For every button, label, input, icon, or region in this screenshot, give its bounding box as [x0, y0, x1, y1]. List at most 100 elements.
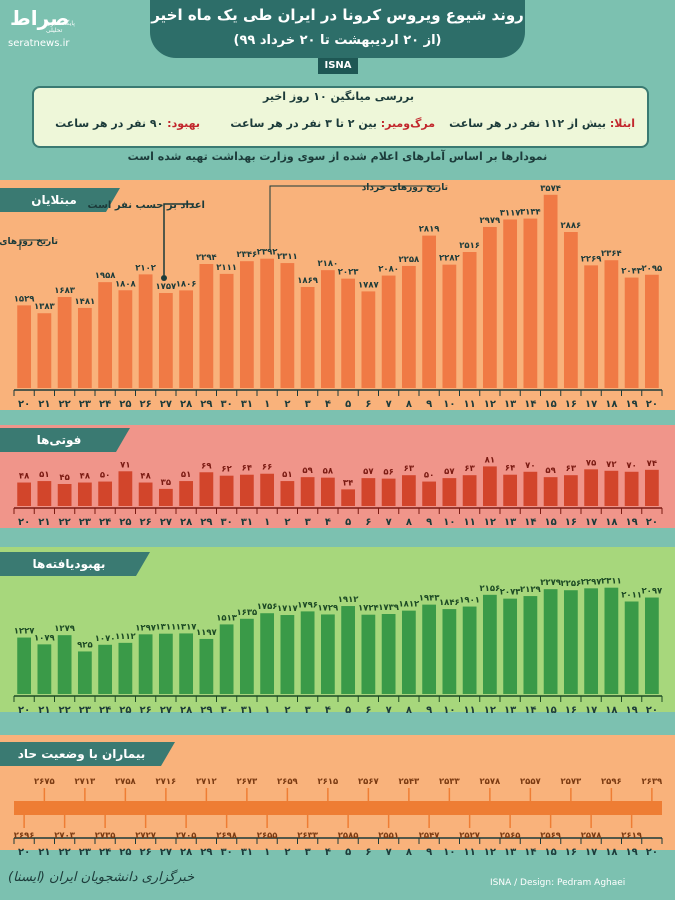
x-tick-label: ۳۰ [221, 705, 233, 716]
data-label: ۱۸۴۶ [439, 598, 460, 608]
bar [543, 477, 558, 506]
bar [624, 601, 639, 694]
bar [644, 274, 659, 388]
x-tick-label: ۲۹ [200, 399, 212, 410]
x-tick-label: ۲۵ [119, 399, 131, 410]
data-label: ۲۳۴۶ [236, 250, 257, 260]
data-label: ۲۲۶۹ [581, 254, 603, 264]
x-tick-label: ۲۷ [160, 399, 172, 410]
x-tick-label: ۴ [325, 399, 331, 410]
bar [98, 644, 113, 694]
bar [260, 613, 275, 694]
x-tick-label: ۲۲ [59, 517, 71, 528]
x-tick-label: ۲ [284, 705, 290, 716]
averages-title: بررسی میانگین ۱۰ روز اخیر [263, 90, 414, 103]
x-tick-label: ۱۲ [484, 847, 496, 858]
data-label: ۲۵۲۷ [459, 831, 481, 841]
x-tick-label: ۱۹ [626, 705, 638, 716]
data-label: ۱۵۲۹ [14, 294, 36, 304]
data-label: ۲۷۰۳ [54, 831, 76, 841]
avg-death-text: بین ۲ تا ۳ نفر در هر ساعت [230, 117, 377, 130]
data-label: ۱۸۶۹ [297, 276, 319, 286]
x-tick-label: ۲۷ [160, 847, 172, 858]
data-label: ۲۷۲۷ [135, 831, 157, 841]
data-label: ۳۵ [161, 478, 171, 488]
x-tick-label: ۵ [345, 399, 351, 410]
data-label: ۵۷ [363, 467, 374, 477]
x-tick-label: ۲۴ [99, 399, 111, 410]
bar [37, 313, 52, 388]
x-tick-label: ۳۱ [241, 847, 253, 858]
x-tick-label: ۲۲ [59, 399, 71, 410]
x-tick-label: ۱۵ [545, 399, 557, 410]
x-tick-label: ۱۸ [605, 399, 617, 410]
x-tick-label: ۱۳ [504, 705, 516, 716]
data-label: ۵۱ [282, 470, 292, 480]
bar [361, 478, 376, 506]
x-tick-label: ۱۷ [585, 705, 597, 716]
x-tick-label: ۳۰ [221, 847, 233, 858]
bar [118, 642, 133, 694]
x-tick-label: ۲۹ [200, 517, 212, 528]
data-label: ۶۳ [566, 464, 577, 474]
bar [543, 194, 558, 388]
data-label: ۶۴ [242, 464, 252, 474]
data-label: ۲۰۱۱ [621, 590, 642, 600]
x-tick-label: ۲۸ [180, 847, 192, 858]
numbers-arrow-dot [161, 275, 167, 281]
x-tick-label: ۹ [426, 399, 432, 410]
data-label: ۴۵ [59, 473, 69, 483]
bar [584, 588, 599, 694]
x-tick-label: ۳۱ [241, 399, 253, 410]
data-label: ۲۶۷۵ [34, 777, 55, 787]
bar [442, 264, 457, 388]
data-label: ۲۶۷۳ [236, 777, 258, 787]
data-label: ۶۴ [505, 464, 515, 474]
avg-recovery: بهبود: ۹۰ نفر در هر ساعت [55, 117, 200, 130]
x-tick-label: ۲۹ [200, 847, 212, 858]
bar [624, 277, 639, 388]
x-tick-label: ۱۱ [464, 399, 476, 410]
x-tick-label: ۲۳ [79, 517, 91, 528]
data-label: ۱۳۱۱ [155, 623, 176, 633]
x-tick-label: ۲۵ [119, 847, 131, 858]
source-badge: ISNA [318, 58, 358, 74]
x-tick-label: ۲ [284, 847, 290, 858]
data-label: ۲۵۴۷ [419, 831, 441, 841]
x-tick-label: ۲۳ [79, 705, 91, 716]
x-tick-label: ۸ [406, 847, 412, 858]
bar [482, 226, 497, 388]
bar [442, 609, 457, 694]
x-tick-label: ۲۱ [38, 517, 50, 528]
bar [563, 232, 578, 388]
x-tick-label: ۱۶ [565, 847, 577, 858]
data-label: ۳۱۳۴ [520, 208, 541, 218]
chart-title: فوتی‌ها [37, 433, 82, 448]
bar [462, 252, 477, 388]
chart-title: مبتلایان [31, 193, 77, 207]
data-label: ۲۰۴۳ [621, 267, 643, 277]
data-label: ۲۵۹۶ [601, 777, 622, 787]
x-tick-label: ۵ [345, 517, 351, 528]
data-label: ۲۳۱۱ [601, 577, 622, 587]
data-label: ۲۰۸۰ [378, 265, 399, 275]
x-tick-label: ۳۰ [221, 399, 233, 410]
data-label: ۲۷۵۸ [115, 777, 137, 787]
data-label: ۷۱ [120, 460, 130, 470]
bar [118, 290, 133, 388]
data-label: ۵۱ [181, 470, 191, 480]
data-label: ۴۸ [80, 472, 91, 482]
x-tick-label: ۲۸ [180, 517, 192, 528]
x-tick-label: ۱۰ [443, 517, 455, 528]
bar [57, 297, 72, 388]
x-tick-label: ۱ [264, 705, 270, 716]
data-label: ۲۱۲۹ [520, 585, 542, 595]
data-label: ۱۷۲۹ [317, 603, 339, 613]
bar [543, 589, 558, 694]
bar [179, 481, 194, 506]
bar [239, 261, 254, 388]
bar [341, 278, 356, 388]
bar [644, 597, 659, 694]
data-label: ۲۵۷۳ [560, 777, 582, 787]
data-label: ۱۸۰۸ [115, 279, 137, 289]
